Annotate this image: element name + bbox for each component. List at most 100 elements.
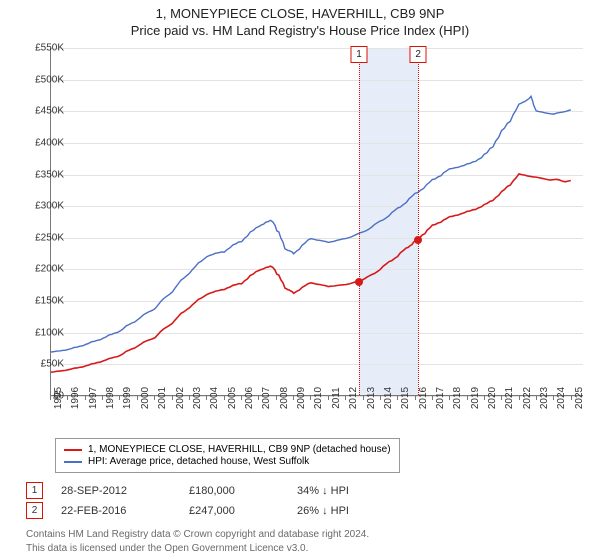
x-tick bbox=[571, 395, 572, 400]
x-axis-label: 2019 bbox=[470, 387, 481, 409]
x-axis-label: 2006 bbox=[244, 387, 255, 409]
transaction-row-1: 1 28-SEP-2012 £180,000 34% ↓ HPI bbox=[26, 482, 584, 499]
x-tick bbox=[137, 395, 138, 400]
x-axis-label: 2018 bbox=[452, 387, 463, 409]
legend-swatch-property bbox=[64, 449, 82, 451]
sale-point bbox=[355, 278, 363, 286]
x-axis-label: 2016 bbox=[418, 387, 429, 409]
x-tick bbox=[67, 395, 68, 400]
x-tick bbox=[241, 395, 242, 400]
x-axis-label: 2011 bbox=[331, 387, 342, 409]
credits-line1: Contains HM Land Registry data © Crown c… bbox=[26, 528, 369, 542]
x-axis-label: 2022 bbox=[522, 387, 533, 409]
legend-box: 1, MONEYPIECE CLOSE, HAVERHILL, CB9 9NP … bbox=[55, 438, 400, 473]
y-axis-label: £100K bbox=[16, 327, 64, 338]
x-axis-label: 2010 bbox=[313, 387, 324, 409]
chart-area: 12 bbox=[50, 48, 583, 396]
x-tick bbox=[293, 395, 294, 400]
x-tick bbox=[328, 395, 329, 400]
x-tick bbox=[224, 395, 225, 400]
x-axis-label: 2015 bbox=[400, 387, 411, 409]
y-axis-label: £500K bbox=[16, 74, 64, 85]
transaction-vs-hpi-2: 26% ↓ HPI bbox=[297, 505, 417, 517]
legend-item-property: 1, MONEYPIECE CLOSE, HAVERHILL, CB9 9NP … bbox=[64, 444, 391, 455]
x-axis-label: 1995 bbox=[53, 387, 64, 409]
transaction-marker-2: 2 bbox=[26, 502, 43, 519]
x-tick bbox=[536, 395, 537, 400]
x-tick bbox=[415, 395, 416, 400]
event-marker-box: 1 bbox=[350, 46, 367, 63]
transaction-marker-1: 1 bbox=[26, 482, 43, 499]
chart-svg bbox=[51, 48, 583, 395]
legend-label-property: 1, MONEYPIECE CLOSE, HAVERHILL, CB9 9NP … bbox=[88, 444, 391, 455]
x-axis-label: 2004 bbox=[209, 387, 220, 409]
x-tick bbox=[172, 395, 173, 400]
title-line2: Price paid vs. HM Land Registry's House … bbox=[10, 23, 590, 38]
series-hpi bbox=[51, 96, 571, 352]
series-property bbox=[51, 174, 571, 372]
title-line1: 1, MONEYPIECE CLOSE, HAVERHILL, CB9 9NP bbox=[10, 6, 590, 21]
y-axis-label: £200K bbox=[16, 264, 64, 275]
x-tick bbox=[85, 395, 86, 400]
x-axis-label: 2000 bbox=[140, 387, 151, 409]
x-axis-label: 2025 bbox=[574, 387, 585, 409]
event-line bbox=[418, 48, 419, 395]
y-axis-label: £50K bbox=[16, 359, 64, 370]
y-axis-label: £150K bbox=[16, 296, 64, 307]
x-tick bbox=[553, 395, 554, 400]
x-axis-label: 2014 bbox=[383, 387, 394, 409]
y-axis-label: £350K bbox=[16, 169, 64, 180]
x-axis-label: 2013 bbox=[366, 387, 377, 409]
x-axis-label: 2024 bbox=[556, 387, 567, 409]
x-tick bbox=[276, 395, 277, 400]
x-axis-label: 2009 bbox=[296, 387, 307, 409]
credits: Contains HM Land Registry data © Crown c… bbox=[26, 528, 369, 555]
x-tick bbox=[102, 395, 103, 400]
x-axis-label: 2012 bbox=[348, 387, 359, 409]
y-axis-label: £300K bbox=[16, 201, 64, 212]
event-line bbox=[359, 48, 360, 395]
x-tick bbox=[258, 395, 259, 400]
legend-label-hpi: HPI: Average price, detached house, West… bbox=[88, 456, 309, 467]
y-axis-label: £550K bbox=[16, 43, 64, 54]
x-axis-label: 1999 bbox=[122, 387, 133, 409]
x-tick bbox=[484, 395, 485, 400]
transaction-price-2: £247,000 bbox=[189, 505, 279, 517]
x-axis-label: 2007 bbox=[261, 387, 272, 409]
legend-swatch-hpi bbox=[64, 461, 82, 463]
x-axis-label: 2021 bbox=[504, 387, 515, 409]
transaction-date-1: 28-SEP-2012 bbox=[61, 485, 171, 497]
x-axis-label: 2008 bbox=[279, 387, 290, 409]
x-tick bbox=[189, 395, 190, 400]
transaction-vs-hpi-1: 34% ↓ HPI bbox=[297, 485, 417, 497]
x-axis-label: 1997 bbox=[88, 387, 99, 409]
x-tick bbox=[519, 395, 520, 400]
x-axis-label: 2001 bbox=[157, 387, 168, 409]
x-tick bbox=[206, 395, 207, 400]
x-tick bbox=[501, 395, 502, 400]
x-tick bbox=[50, 395, 51, 400]
x-axis-label: 2002 bbox=[175, 387, 186, 409]
x-axis-label: 2023 bbox=[539, 387, 550, 409]
x-tick bbox=[345, 395, 346, 400]
x-tick bbox=[380, 395, 381, 400]
x-axis-label: 2003 bbox=[192, 387, 203, 409]
event-marker-box: 2 bbox=[410, 46, 427, 63]
transaction-row-2: 2 22-FEB-2016 £247,000 26% ↓ HPI bbox=[26, 502, 584, 519]
legend-item-hpi: HPI: Average price, detached house, West… bbox=[64, 456, 391, 467]
x-tick bbox=[467, 395, 468, 400]
sale-point bbox=[414, 236, 422, 244]
x-tick bbox=[363, 395, 364, 400]
transaction-price-1: £180,000 bbox=[189, 485, 279, 497]
x-axis-label: 1998 bbox=[105, 387, 116, 409]
x-axis-label: 2020 bbox=[487, 387, 498, 409]
x-tick bbox=[310, 395, 311, 400]
title-block: 1, MONEYPIECE CLOSE, HAVERHILL, CB9 9NP … bbox=[0, 0, 600, 40]
x-tick bbox=[119, 395, 120, 400]
x-tick bbox=[432, 395, 433, 400]
x-tick bbox=[449, 395, 450, 400]
x-tick bbox=[397, 395, 398, 400]
y-axis-label: £400K bbox=[16, 137, 64, 148]
x-axis-label: 1996 bbox=[70, 387, 81, 409]
credits-line2: This data is licensed under the Open Gov… bbox=[26, 542, 369, 556]
